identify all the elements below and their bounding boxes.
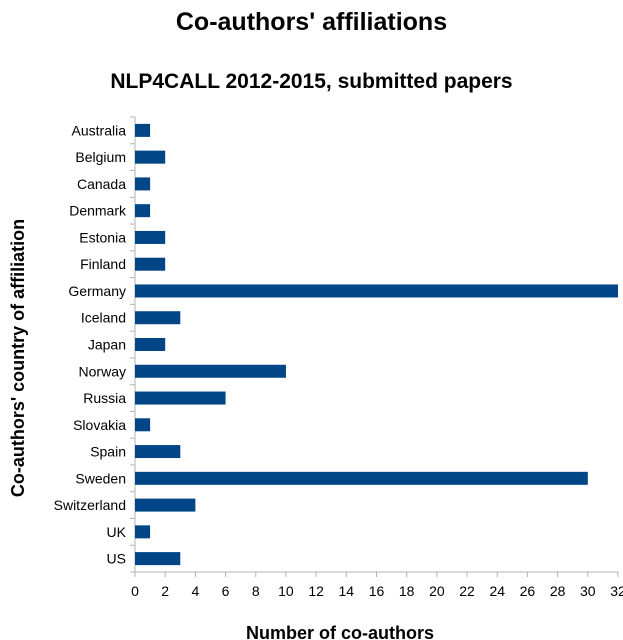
x-tick-label: 4 <box>191 583 199 599</box>
x-tick-label: 28 <box>550 583 566 599</box>
category-label-estonia: Estonia <box>79 229 126 245</box>
bar-belgium <box>135 150 166 164</box>
category-label-norway: Norway <box>79 363 126 379</box>
category-label-canada: Canada <box>77 176 126 192</box>
bar-canada <box>135 177 151 191</box>
x-tick-labels: 0 2 4 6 8 10 12 14 16 18 20 22 24 26 28 30 32 <box>131 583 623 599</box>
category-label-iceland: Iceland <box>81 310 126 326</box>
x-tick-label: 26 <box>520 583 536 599</box>
category-label-uk: UK <box>107 524 127 540</box>
x-tick-label: 32 <box>610 583 623 599</box>
bar-series <box>135 123 618 566</box>
x-axis-title: Number of co-authors <box>246 623 434 640</box>
bar-switzerland <box>135 498 196 512</box>
bar-spain <box>135 445 181 459</box>
category-label-russia: Russia <box>83 390 126 406</box>
category-label-spain: Spain <box>90 444 126 460</box>
x-tick-label: 12 <box>308 583 324 599</box>
category-label-slovakia: Slovakia <box>73 417 126 433</box>
category-label-denmark: Denmark <box>69 203 127 219</box>
bar-uk <box>135 525 151 539</box>
x-tick-label: 14 <box>339 583 355 599</box>
chart-subtitle: NLP4CALL 2012-2015, submitted papers <box>110 70 513 93</box>
x-tick-label: 22 <box>459 583 475 599</box>
bar-denmark <box>135 204 151 218</box>
category-label-japan: Japan <box>88 337 126 353</box>
y-axis-title: Co-authors' country of affiliation <box>8 219 28 497</box>
x-tick-label: 20 <box>429 583 445 599</box>
bar-slovakia <box>135 418 151 432</box>
bar-finland <box>135 257 166 271</box>
x-tick-label: 0 <box>131 583 139 599</box>
x-tick-label: 24 <box>489 583 505 599</box>
bar-russia <box>135 391 226 405</box>
bar-norway <box>135 364 286 378</box>
chart-title: Co-authors' affiliations <box>175 8 448 36</box>
category-labels: Australia Belgium Canada Denmark Estonia Finl… <box>54 122 127 566</box>
category-label-belgium: Belgium <box>75 149 126 165</box>
chart-axes <box>130 116 619 577</box>
category-label-germany: Germany <box>68 283 126 299</box>
x-tick-label: 6 <box>222 583 230 599</box>
bar-australia <box>135 123 151 137</box>
category-label-australia: Australia <box>72 122 127 138</box>
bar-us <box>135 552 181 566</box>
bar-japan <box>135 338 166 351</box>
bar-iceland <box>135 311 181 325</box>
category-label-us: US <box>107 551 126 567</box>
x-tick-label: 18 <box>399 583 415 599</box>
bar-germany <box>135 284 618 298</box>
x-tick-label: 10 <box>278 583 294 599</box>
category-label-finland: Finland <box>80 256 126 272</box>
bar-estonia <box>135 230 166 244</box>
category-label-sweden: Sweden <box>75 470 126 486</box>
x-tick-label: 30 <box>580 583 596 599</box>
x-tick-label: 16 <box>369 583 385 599</box>
x-tick-label: 8 <box>252 583 260 599</box>
bar-sweden <box>135 471 588 485</box>
category-label-switzerland: Switzerland <box>54 497 126 513</box>
x-tick-label: 2 <box>161 583 169 599</box>
